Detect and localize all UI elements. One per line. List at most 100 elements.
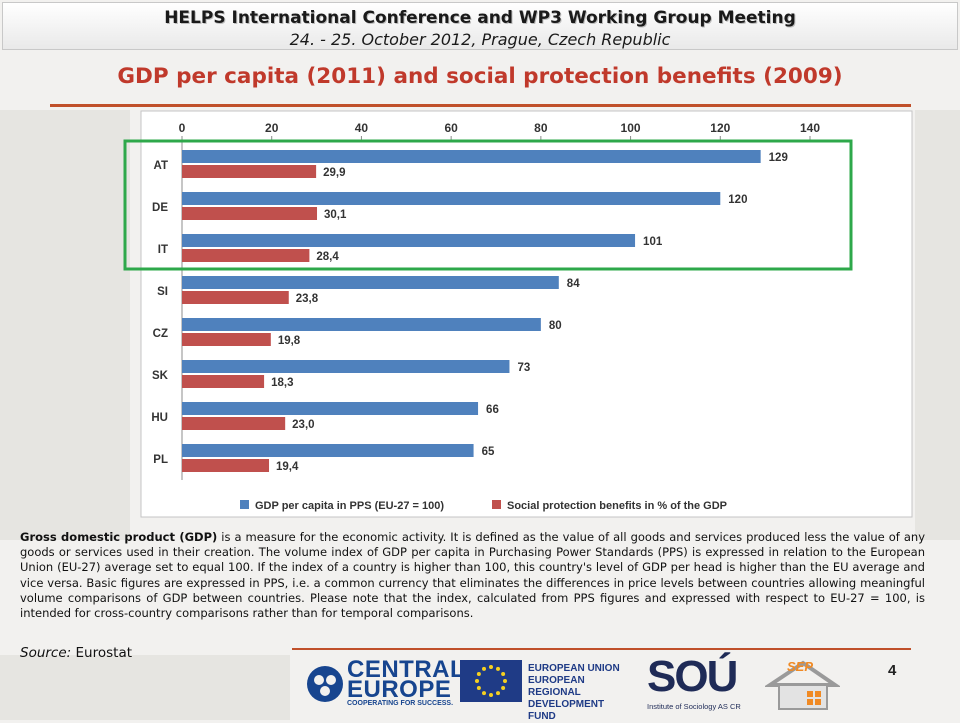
eu-star-icon bbox=[501, 686, 506, 690]
gdp-bar bbox=[182, 318, 541, 331]
eu-line2: EUROPEAN REGIONAL bbox=[528, 675, 585, 698]
highlight-box bbox=[123, 139, 853, 271]
conference-date-place: 24. - 25. October 2012, Prague, Czech Re… bbox=[289, 30, 671, 49]
category-label: IT bbox=[158, 244, 168, 256]
gdp-bar bbox=[182, 234, 636, 247]
central-europe-line1: CENTRAL bbox=[347, 656, 466, 683]
category-label: SK bbox=[152, 370, 169, 382]
sep-logo: SEP bbox=[763, 655, 842, 713]
eu-erdf-logo: EUROPEAN UNION EUROPEAN REGIONAL DEVELOP… bbox=[460, 660, 635, 722]
gdp-description: Gross domestic product (GDP) is a measur… bbox=[20, 530, 925, 621]
social-bar bbox=[182, 333, 271, 346]
source-value: Eurostat bbox=[75, 645, 133, 661]
legend-label-gdp: GDP per capita in PPS (EU-27 = 100) bbox=[255, 500, 444, 512]
social-value-label: 18,3 bbox=[271, 377, 293, 389]
legend-label-social: Social protection benefits in % of the G… bbox=[507, 500, 727, 512]
x-tick-label: 40 bbox=[355, 121, 369, 135]
source-label: Source: bbox=[20, 645, 72, 661]
eu-star-icon bbox=[482, 666, 486, 671]
social-value-label: 23,0 bbox=[292, 419, 314, 431]
eu-star-icon bbox=[496, 666, 500, 671]
gdp-value-label: 84 bbox=[567, 278, 580, 290]
y-axis-categories: AT DE IT SI CZ SK HU PL bbox=[151, 160, 168, 466]
gdp-bar bbox=[182, 192, 721, 205]
gdp-bar bbox=[182, 276, 559, 289]
eu-star-icon bbox=[475, 679, 479, 683]
x-tick-label: 100 bbox=[621, 121, 641, 135]
x-tick-label: 60 bbox=[444, 121, 458, 135]
eu-star-icon bbox=[496, 691, 500, 696]
social-value-label: 28,4 bbox=[316, 251, 339, 263]
legend-swatch-social bbox=[492, 500, 501, 509]
legend-swatch-gdp bbox=[240, 500, 249, 509]
social-bar bbox=[182, 207, 318, 220]
background-shape-left bbox=[0, 110, 130, 540]
category-label: HU bbox=[151, 412, 168, 424]
gdp-value-label: 101 bbox=[643, 236, 663, 248]
social-bar bbox=[182, 165, 317, 178]
eu-flag-icon bbox=[460, 660, 522, 702]
x-tick-label: 0 bbox=[179, 121, 186, 135]
chart-data-labels: 129 29,9 120 30,1 101 28,4 84 23,8 80 19,8 73 18,3 6… bbox=[271, 152, 788, 473]
gdp-description-text: is a measure for the economic activity. … bbox=[20, 530, 926, 621]
x-tick-label: 20 bbox=[265, 121, 279, 135]
slide-title: GDP per capita (2011) and social protect… bbox=[117, 64, 843, 89]
gdp-bar bbox=[182, 444, 474, 457]
eu-star-icon bbox=[489, 693, 493, 697]
social-bar bbox=[182, 375, 265, 388]
gdp-value-label: 65 bbox=[482, 446, 495, 458]
title-divider bbox=[50, 104, 911, 107]
eu-star-icon bbox=[503, 679, 507, 683]
central-europe-tagline: COOPERATING FOR SUCCESS. bbox=[347, 700, 454, 707]
house-emblem-icon bbox=[763, 660, 842, 710]
social-value-label: 19,4 bbox=[276, 461, 299, 473]
sep-name: SEP bbox=[787, 659, 814, 674]
eu-star-icon bbox=[501, 672, 506, 676]
central-europe-logo: CENTRAL EUROPE COOPERATING FOR SUCCESS. bbox=[305, 658, 465, 708]
eu-star-icon bbox=[482, 691, 486, 696]
central-europe-line2: EUROPE bbox=[347, 676, 452, 703]
central-europe-emblem-icon bbox=[307, 666, 343, 702]
category-label: DE bbox=[152, 202, 168, 214]
gdp-bar bbox=[182, 360, 510, 373]
social-bar bbox=[182, 459, 270, 472]
gdp-description-lead: Gross domestic product (GDP) bbox=[20, 530, 218, 544]
background-shape-right bbox=[915, 110, 960, 540]
page-number: 4 bbox=[888, 662, 897, 679]
chart-bars bbox=[182, 150, 761, 472]
social-value-label: 30,1 bbox=[324, 209, 347, 221]
social-value-label: 29,9 bbox=[323, 167, 345, 179]
gdp-bar bbox=[182, 402, 479, 415]
eu-line3: DEVELOPMENT FUND bbox=[528, 699, 605, 722]
social-bar bbox=[182, 291, 289, 304]
background-shape-bottom bbox=[0, 655, 290, 720]
eu-star-icon bbox=[476, 686, 481, 690]
social-bar bbox=[182, 417, 286, 430]
eu-line1: EUROPEAN UNION bbox=[528, 663, 620, 674]
category-label: AT bbox=[154, 160, 168, 172]
category-label: PL bbox=[153, 454, 168, 466]
x-tick-label: 140 bbox=[800, 121, 820, 135]
gdp-value-label: 129 bbox=[769, 152, 788, 164]
chart-legend: GDP per capita in PPS (EU-27 = 100) Socia… bbox=[240, 500, 727, 512]
conference-title: HELPS International Conference and WP3 W… bbox=[164, 8, 796, 28]
category-label: SI bbox=[157, 286, 168, 298]
social-value-label: 19,8 bbox=[278, 335, 301, 347]
sou-name: SOÚ bbox=[647, 652, 738, 701]
footer-divider bbox=[292, 648, 911, 650]
source-note: Source: Eurostat bbox=[20, 645, 132, 661]
x-tick-label: 80 bbox=[534, 121, 548, 135]
conference-header: HELPS International Conference and WP3 W… bbox=[2, 2, 958, 50]
gdp-value-label: 80 bbox=[549, 320, 562, 332]
gdp-value-label: 120 bbox=[728, 194, 747, 206]
social-value-label: 23,8 bbox=[296, 293, 319, 305]
gdp-bar bbox=[182, 150, 761, 163]
gdp-value-label: 73 bbox=[517, 362, 530, 374]
eu-star-icon bbox=[489, 665, 493, 669]
category-label: CZ bbox=[153, 328, 168, 340]
sou-logo: SOÚ Institute of Sociology AS CR bbox=[645, 655, 755, 715]
eu-star-icon bbox=[476, 672, 481, 676]
social-bar bbox=[182, 249, 310, 262]
gdp-value-label: 66 bbox=[486, 404, 499, 416]
